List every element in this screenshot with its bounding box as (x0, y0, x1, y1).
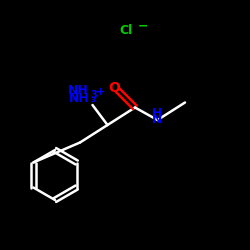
Text: −: − (138, 20, 148, 33)
Text: +: + (96, 87, 105, 97)
Text: NH: NH (68, 84, 89, 98)
Text: H: H (152, 107, 163, 120)
Text: ₃: ₃ (90, 94, 95, 104)
Text: Cl: Cl (119, 24, 132, 36)
Text: NH: NH (69, 92, 90, 105)
Text: N: N (152, 113, 163, 126)
Text: 3: 3 (90, 90, 97, 100)
Text: O: O (108, 81, 120, 95)
